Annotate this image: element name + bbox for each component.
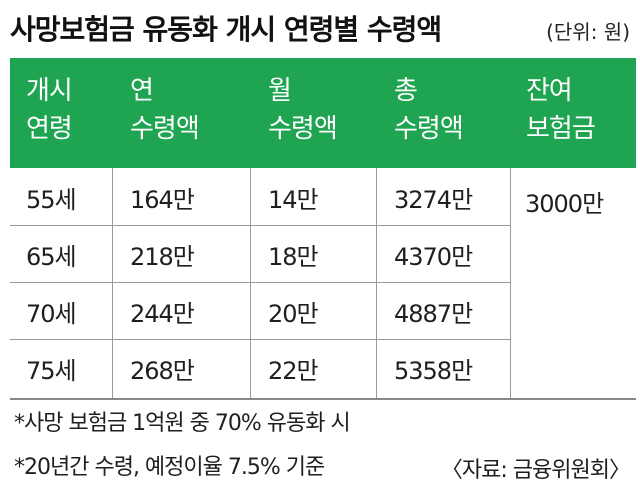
source-label: 〈자료: 금융위원회〉 [440,458,631,483]
total-cell: 3274만 [394,186,473,214]
table-row: 70세 244만 20만 4887만 [10,282,510,340]
table-body: 55세 164만 14만 3274만 65세 218만 18만 4370만 70… [10,168,636,400]
column-divider [112,168,113,398]
payout-table: 개시 연령 연 수령액 월 수령액 총 수령액 잔여 보험금 55세 164만 … [10,58,636,400]
table-row: 65세 218만 18만 4370만 [10,225,510,283]
footnote: *사망 보험금 1억원 중 70% 유동화 시 [14,411,351,436]
footnotes: *사망 보험금 1억원 중 70% 유동화 시 *20년간 수령, 예정이율 7… [14,404,634,492]
footnote: *20년간 수령, 예정이율 7.5% 기준 [14,455,325,480]
page-title: 사망보험금 유동화 개시 연령별 수령액 [10,13,442,46]
monthly-cell: 18만 [268,243,319,271]
column-divider [250,168,251,398]
table-row: 55세 164만 14만 3274만 [10,168,510,226]
annual-cell: 268만 [130,357,195,385]
column-header-annual-amount: 연 수령액 [130,76,200,144]
column-header-start-age: 개시 연령 [26,76,73,144]
column-divider [510,168,511,398]
age-cell: 55세 [26,186,77,214]
age-cell: 70세 [26,300,77,328]
total-cell: 5358만 [394,357,473,385]
annual-cell: 244만 [130,300,195,328]
column-divider [376,168,377,398]
column-header-monthly-amount: 월 수령액 [268,76,338,144]
monthly-cell: 14만 [268,186,319,214]
monthly-cell: 20만 [268,300,319,328]
table-header-row: 개시 연령 연 수령액 월 수령액 총 수령액 잔여 보험금 [10,58,636,168]
remaining-benefit-cell: 3000만 [525,190,604,218]
annual-cell: 218만 [130,243,195,271]
column-header-total-amount: 총 수령액 [394,76,464,144]
age-cell: 65세 [26,243,77,271]
header: 사망보험금 유동화 개시 연령별 수령액 (단위: 원) [0,0,640,56]
total-cell: 4887만 [394,300,473,328]
total-cell: 4370만 [394,243,473,271]
column-header-remaining-benefit: 잔여 보험금 [526,76,596,144]
table-row: 75세 268만 22만 5358만 [10,339,510,396]
monthly-cell: 22만 [268,357,319,385]
annual-cell: 164만 [130,186,195,214]
unit-label: (단위: 원) [546,20,630,44]
age-cell: 75세 [26,357,77,385]
